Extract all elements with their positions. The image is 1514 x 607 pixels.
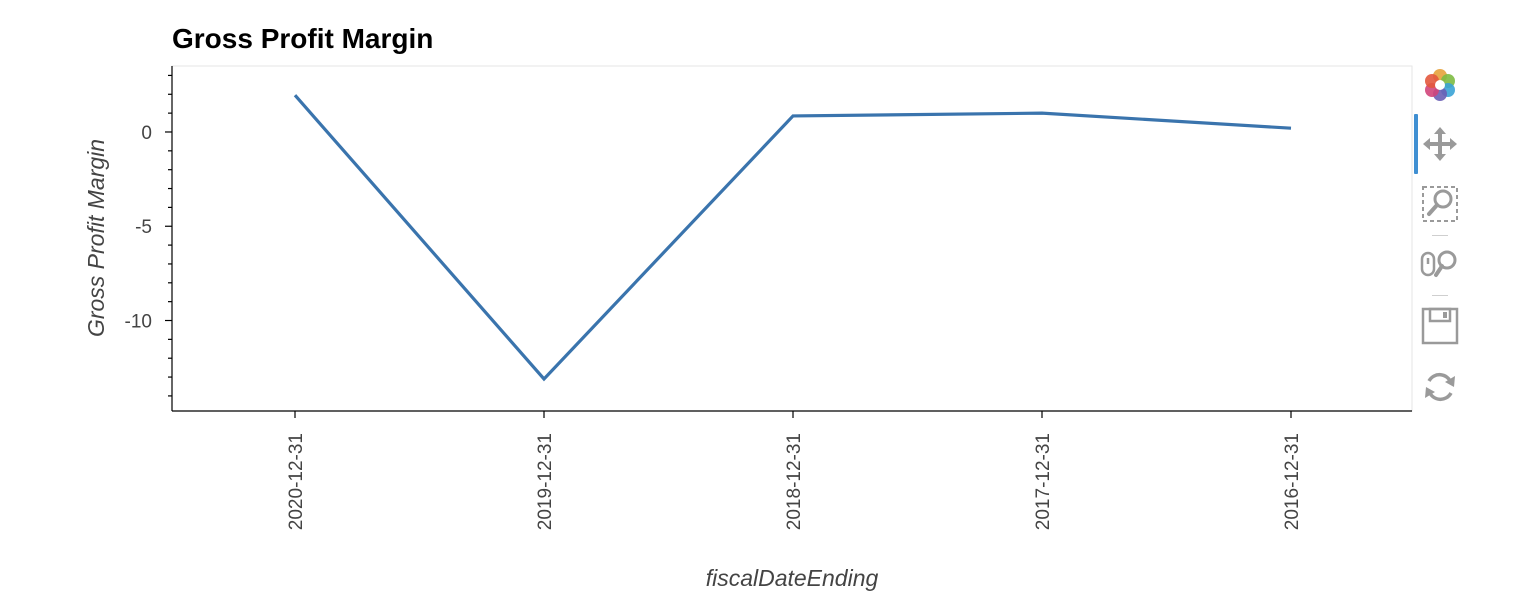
y-tick-label: -10 bbox=[125, 312, 152, 333]
save-tool-icon[interactable] bbox=[1420, 306, 1460, 346]
series-line bbox=[293, 94, 1292, 382]
x-tick-label: 2019-12-31 bbox=[535, 433, 556, 530]
y-tick-label: 0 bbox=[141, 123, 152, 144]
y-ticks: 0 -5 -10 bbox=[125, 74, 172, 397]
y-tick-label: -5 bbox=[135, 217, 152, 238]
toolbar-separator bbox=[1432, 235, 1448, 236]
box-zoom-tool-icon[interactable] bbox=[1420, 184, 1460, 224]
x-tick-label: 2018-12-31 bbox=[784, 433, 805, 530]
x-tick-label: 2020-12-31 bbox=[286, 433, 307, 530]
x-axis-label: fiscalDateEnding bbox=[706, 565, 879, 591]
active-tool-indicator bbox=[1414, 114, 1418, 174]
chart-toolbar bbox=[1414, 62, 1466, 422]
bokeh-logo-icon[interactable] bbox=[1420, 65, 1460, 105]
reset-tool-icon[interactable] bbox=[1420, 367, 1460, 407]
x-tick-label: 2017-12-31 bbox=[1033, 433, 1054, 530]
wheel-zoom-tool-icon[interactable] bbox=[1420, 244, 1460, 284]
series-layer bbox=[293, 94, 1292, 382]
x-ticks: 2020-12-31 2019-12-31 2018-12-31 2017-12-31… bbox=[286, 411, 1303, 530]
y-axis-label: Gross Profit Margin bbox=[83, 139, 109, 337]
pan-tool-icon[interactable] bbox=[1420, 124, 1460, 164]
toolbar-separator bbox=[1432, 295, 1448, 296]
chart-title: Gross Profit Margin bbox=[172, 23, 433, 54]
x-tick-label: 2016-12-31 bbox=[1282, 433, 1303, 530]
